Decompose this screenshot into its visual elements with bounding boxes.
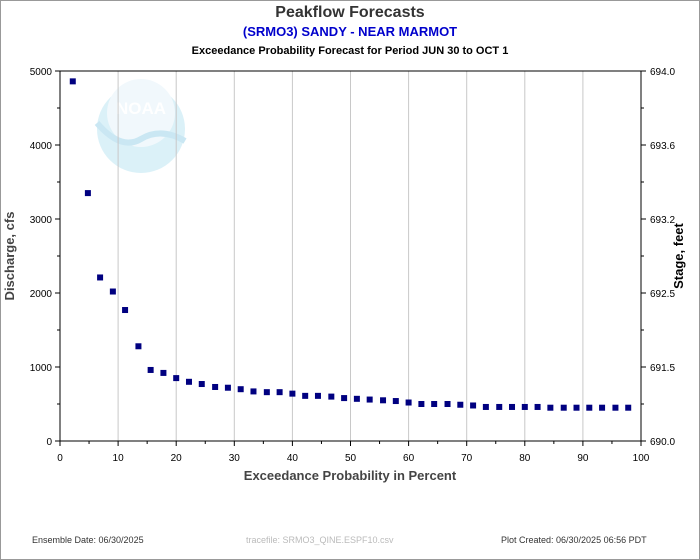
data-points [69,78,632,411]
tracefile-label: tracefile: SRMO3_QINE.ESPF10.csv [246,535,394,545]
axes: 0 10 20 30 40 50 60 70 80 90 100010002000300040005… [30,67,676,464]
data-point [470,402,477,409]
data-point [341,395,348,402]
data-point [97,274,104,281]
x-tick-label: 60 [403,453,415,464]
data-point [122,307,129,314]
data-point [380,397,387,404]
y-axis-label: Discharge, cfs [2,212,17,301]
data-point [418,401,425,407]
data-point [521,403,528,410]
data-point [302,392,309,399]
data-point [509,403,516,410]
x-tick-label: 10 [113,453,125,464]
y-tick-label: 0 [46,437,52,448]
data-point [573,404,580,411]
y-tick-label: 2000 [30,289,53,300]
data-point [353,395,360,402]
data-point [276,389,283,396]
data-point [534,403,541,410]
forecast-period: Exceedance Probability Forecast for Peri… [191,45,509,57]
chart-title: Peakflow Forecasts [275,4,425,21]
data-point [289,390,296,397]
plot-created: Plot Created: 06/30/2025 06:56 PDT [501,535,647,545]
y2-tick-label: 691.5 [650,363,675,374]
data-point [392,398,399,405]
data-point [547,404,554,411]
x-tick-label: 50 [345,453,357,464]
x-tick-label: 30 [229,453,241,464]
data-point [612,404,619,411]
x-tick-label: 80 [519,453,531,464]
data-point [185,378,192,385]
data-point [560,404,567,411]
y2-tick-label: 694.0 [650,67,675,78]
x-tick-label: 100 [633,453,650,464]
data-point [482,403,489,410]
y2-tick-label: 692.5 [650,289,675,300]
data-point [198,381,205,388]
data-point [366,396,373,403]
data-point [173,375,180,382]
data-point [84,190,91,197]
x-tick-label: 40 [287,453,299,464]
data-point [457,401,464,408]
data-point [263,389,270,396]
noaa-logo: NOAA [94,79,187,173]
x-tick-label: 90 [577,453,589,464]
data-point [109,288,116,295]
noaa-logo-text: NOAA [116,99,166,118]
x-tick-label: 20 [171,453,183,464]
data-point [135,343,142,350]
data-point [314,392,321,399]
data-point [599,404,606,411]
data-point [147,366,154,373]
y2-tick-label: 690.0 [650,437,675,448]
grid-lines [117,71,584,441]
x-axis-label: Exceedance Probability in Percent [244,468,457,483]
y2-tick-label: 693.2 [650,215,675,226]
y2-tick-label: 693.6 [650,141,675,152]
y-tick-label: 3000 [30,215,53,226]
data-point [160,369,167,376]
chart-subtitle: (SRMO3) SANDY - NEAR MARMOT [242,24,458,39]
x-tick-label: 70 [461,453,473,464]
y-tick-label: 5000 [30,67,53,78]
data-point [444,401,451,407]
ensemble-date: Ensemble Date: 06/30/2025 [32,535,144,545]
y-tick-label: 4000 [30,141,53,152]
data-point [250,388,257,395]
data-point [328,393,335,400]
data-point [586,404,593,411]
data-point [625,404,632,411]
y-tick-label: 1000 [30,363,53,374]
data-point [237,386,244,393]
data-point [496,403,503,410]
x-tick-label: 0 [57,453,63,464]
data-point [69,78,76,85]
data-point [405,399,412,406]
data-point [224,384,231,391]
data-point [212,383,219,390]
data-point [431,401,438,407]
y2-axis-label: Stage, feet [671,222,686,288]
